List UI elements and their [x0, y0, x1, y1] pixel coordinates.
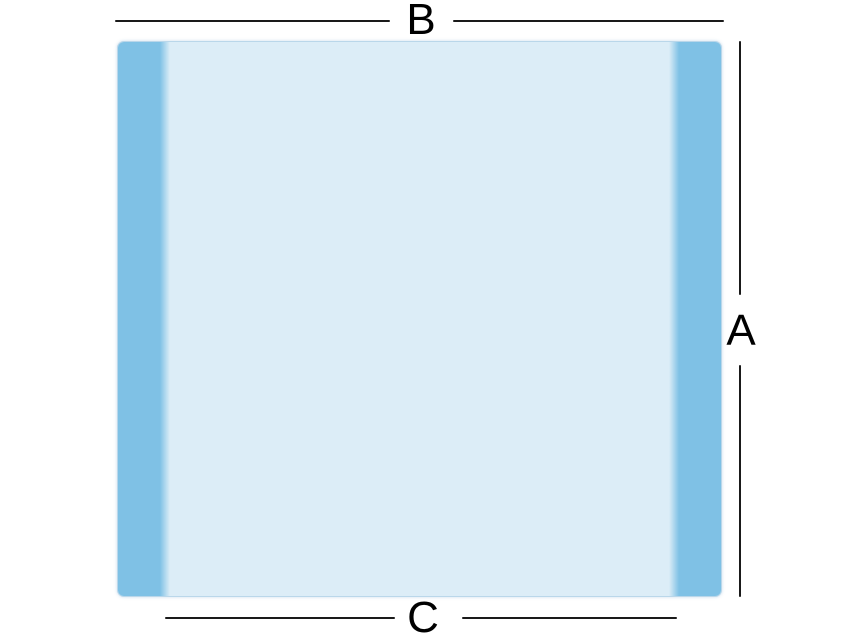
dimension-line-c-left	[165, 617, 395, 619]
left-side-strip	[118, 42, 170, 596]
dimension-line-c-right	[462, 617, 677, 619]
dimension-label-c: C	[407, 593, 439, 640]
right-side-strip	[669, 42, 721, 596]
dimension-line-b-left	[115, 20, 390, 22]
dimension-line-b-right	[453, 20, 724, 22]
dimension-line-a-bottom	[739, 365, 741, 597]
dimension-line-a-top	[739, 41, 741, 295]
sheet-rectangle	[117, 41, 722, 597]
dimension-label-a: A	[726, 306, 756, 355]
dimension-label-b: B	[406, 0, 436, 44]
